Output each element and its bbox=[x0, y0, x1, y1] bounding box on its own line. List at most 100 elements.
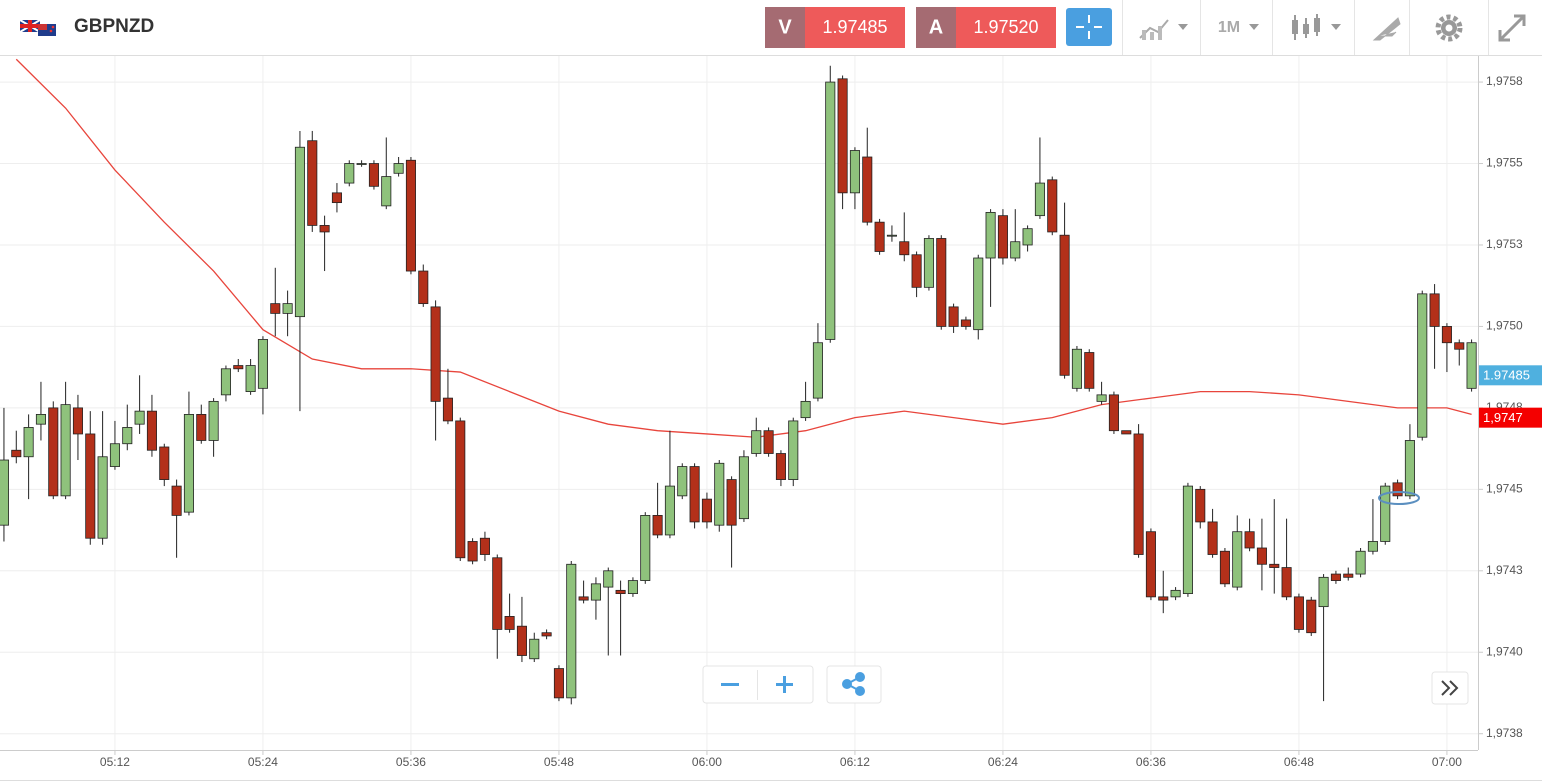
price-tag bbox=[1479, 407, 1542, 428]
candle-body bbox=[1182, 485, 1193, 595]
candle-body bbox=[936, 238, 947, 327]
candle-body bbox=[257, 339, 268, 389]
candle-body bbox=[566, 563, 577, 699]
candle-body bbox=[393, 163, 404, 174]
price-tag-label: 1,9747 bbox=[1483, 410, 1523, 425]
candle-body bbox=[689, 466, 700, 523]
candle-body bbox=[738, 456, 749, 520]
candle-body bbox=[97, 456, 108, 539]
candle-body bbox=[109, 443, 120, 467]
candle-body bbox=[196, 414, 207, 441]
candle-body bbox=[1108, 394, 1119, 432]
fullscreen-button[interactable] bbox=[1498, 14, 1526, 42]
y-tick-label: 1,9740 bbox=[1486, 644, 1523, 658]
candle-body bbox=[331, 192, 342, 204]
buy-price: 1.97520 bbox=[973, 17, 1038, 37]
candle-body bbox=[220, 368, 231, 396]
candle-body bbox=[726, 479, 737, 526]
candle-body bbox=[1158, 596, 1169, 601]
x-tick-label: 06:00 bbox=[692, 755, 722, 769]
scroll-end-icon bbox=[1441, 680, 1459, 696]
candle-body bbox=[973, 257, 984, 331]
price-tag bbox=[1479, 365, 1542, 386]
candle-body bbox=[1269, 563, 1280, 568]
candle-body bbox=[1293, 596, 1304, 630]
candle-body bbox=[1034, 182, 1045, 217]
candle-body bbox=[590, 583, 601, 601]
y-tick-label: 1,9750 bbox=[1486, 319, 1523, 333]
candle-body bbox=[862, 156, 873, 223]
share-button[interactable] bbox=[826, 665, 882, 704]
candle-body bbox=[615, 589, 626, 595]
zoom-in-button[interactable] bbox=[776, 676, 793, 693]
candle-body bbox=[714, 462, 725, 526]
crosshair-button[interactable] bbox=[1066, 8, 1112, 46]
candle-body bbox=[307, 140, 318, 226]
candle-body bbox=[997, 215, 1008, 259]
price-tag-label: 1.97485 bbox=[1483, 368, 1530, 383]
zoom-controls bbox=[702, 665, 1469, 705]
candle-body bbox=[899, 241, 910, 256]
settings-button[interactable] bbox=[1435, 14, 1463, 42]
candle-body bbox=[430, 306, 441, 402]
candle-body bbox=[874, 221, 885, 252]
candle-body bbox=[146, 410, 157, 451]
candle-body bbox=[23, 427, 34, 458]
toolbar: GBPNZD V 1.97485 A 1.97520 1M bbox=[0, 0, 1542, 56]
sell-label: V bbox=[778, 16, 792, 38]
candle-body bbox=[541, 632, 552, 637]
candle-body bbox=[159, 446, 170, 480]
candle-body bbox=[1355, 550, 1366, 575]
candle-body bbox=[1084, 352, 1095, 389]
candle-body bbox=[467, 541, 478, 562]
x-tick-label: 05:48 bbox=[544, 755, 574, 769]
x-tick-label: 06:36 bbox=[1136, 755, 1166, 769]
buy-label-bg[interactable] bbox=[916, 7, 956, 48]
x-tick-label: 05:24 bbox=[248, 755, 278, 769]
axes: 1,97381,97401,97431,97451,97481,97501,97… bbox=[100, 74, 1542, 769]
candle-body bbox=[35, 414, 46, 425]
candle-body bbox=[72, 407, 83, 435]
candle-body bbox=[1256, 547, 1267, 565]
plot-area bbox=[0, 56, 1478, 750]
candle-body bbox=[1022, 228, 1033, 246]
symbol: GBPNZD bbox=[74, 16, 154, 37]
candle-body bbox=[1170, 589, 1181, 598]
candle-body bbox=[837, 78, 848, 194]
share-icon bbox=[842, 672, 865, 696]
candle-body bbox=[381, 176, 392, 207]
candle-body bbox=[418, 270, 429, 305]
candle-body bbox=[1466, 342, 1477, 389]
sell-label-bg[interactable] bbox=[765, 7, 805, 48]
chart-type-button[interactable] bbox=[1139, 19, 1188, 40]
timeframe-button[interactable]: 1M bbox=[1218, 19, 1240, 36]
sell-button[interactable] bbox=[805, 7, 905, 48]
candle-body bbox=[948, 306, 959, 327]
x-tick-label: 06:24 bbox=[988, 755, 1018, 769]
candle-body bbox=[800, 400, 811, 419]
candle-body bbox=[1096, 394, 1107, 402]
candle-body bbox=[812, 342, 823, 399]
candle-body bbox=[1071, 348, 1082, 389]
candle-body bbox=[171, 485, 182, 516]
candle-body bbox=[1417, 293, 1428, 438]
candle-body bbox=[1047, 179, 1058, 233]
candle-body bbox=[11, 449, 22, 458]
candle-body bbox=[294, 146, 305, 318]
buy-label: A bbox=[929, 16, 943, 38]
candle-body bbox=[1330, 573, 1341, 581]
candle-body bbox=[1207, 521, 1218, 555]
candle-type-button[interactable] bbox=[1292, 14, 1341, 40]
candle-body bbox=[134, 410, 145, 425]
zoom-out-button[interactable] bbox=[721, 683, 739, 686]
buy-button[interactable] bbox=[956, 7, 1056, 48]
y-tick-label: 1,9755 bbox=[1486, 156, 1523, 170]
candle-body bbox=[677, 466, 688, 497]
draw-tool-button[interactable] bbox=[1372, 17, 1401, 41]
candle-body bbox=[788, 420, 799, 480]
candle-body bbox=[1306, 599, 1317, 634]
candle-body bbox=[233, 365, 244, 370]
candle-body bbox=[1145, 531, 1156, 598]
flag-icon bbox=[19, 19, 56, 36]
